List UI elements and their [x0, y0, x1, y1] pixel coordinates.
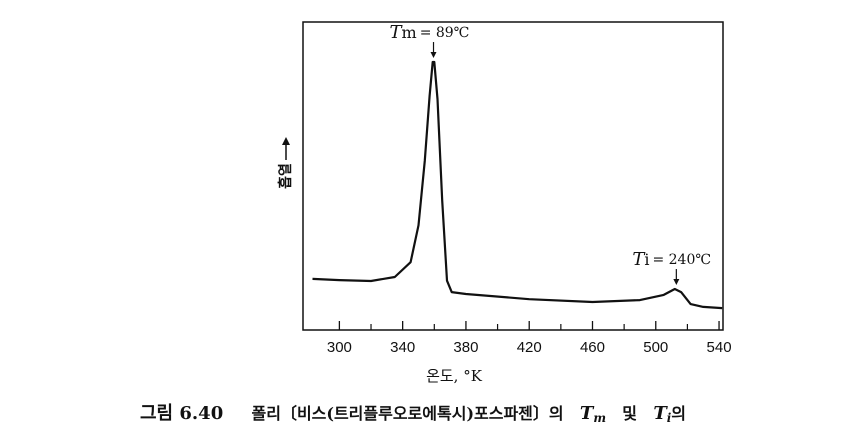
annotation: Ti = 240℃	[632, 249, 711, 270]
x-tick-label: 420	[517, 339, 542, 356]
annotation-arrowhead	[430, 52, 437, 59]
y-axis-label: 흡열	[277, 163, 294, 189]
annotation-arrowhead	[673, 279, 680, 286]
annotation-sub: m	[402, 23, 417, 42]
y-axis-arrowhead	[282, 137, 290, 145]
caption-sub: m	[593, 411, 606, 425]
annotation-sub: i	[644, 250, 649, 269]
x-tick-label: 380	[453, 339, 478, 356]
curve	[312, 60, 723, 310]
x-tick-label: 540	[707, 339, 732, 356]
x-tick-label: 460	[580, 339, 605, 356]
caption-text: 폴리〔비스(트리플루오로에톡시)포스파젠〕의	[252, 404, 564, 423]
annotation-text: = 240℃	[652, 252, 711, 268]
caption-label: 그림 6.40	[140, 403, 223, 424]
caption-text: 의	[671, 404, 686, 423]
annotation-symbol: T	[632, 249, 646, 270]
x-tick-label: 340	[390, 339, 415, 356]
x-tick-label: 300	[327, 339, 352, 356]
x-tick-label: 500	[643, 339, 668, 356]
x-axis-label: 온도, °K	[426, 367, 483, 385]
caption: 그림 6.40 폴리〔비스(트리플루오로에톡시)포스파젠〕의 Tm 및 Ti의	[140, 403, 686, 428]
plot-frame	[302, 21, 724, 331]
caption-symbol: T	[580, 403, 595, 424]
annotation-symbol: T	[390, 22, 404, 43]
annotation: Tm = 89℃	[390, 22, 470, 43]
annotation-text: = 89℃	[420, 25, 470, 41]
caption-text: 및	[622, 404, 637, 423]
caption-sub: i	[667, 411, 672, 425]
caption-symbol: T	[653, 403, 668, 424]
